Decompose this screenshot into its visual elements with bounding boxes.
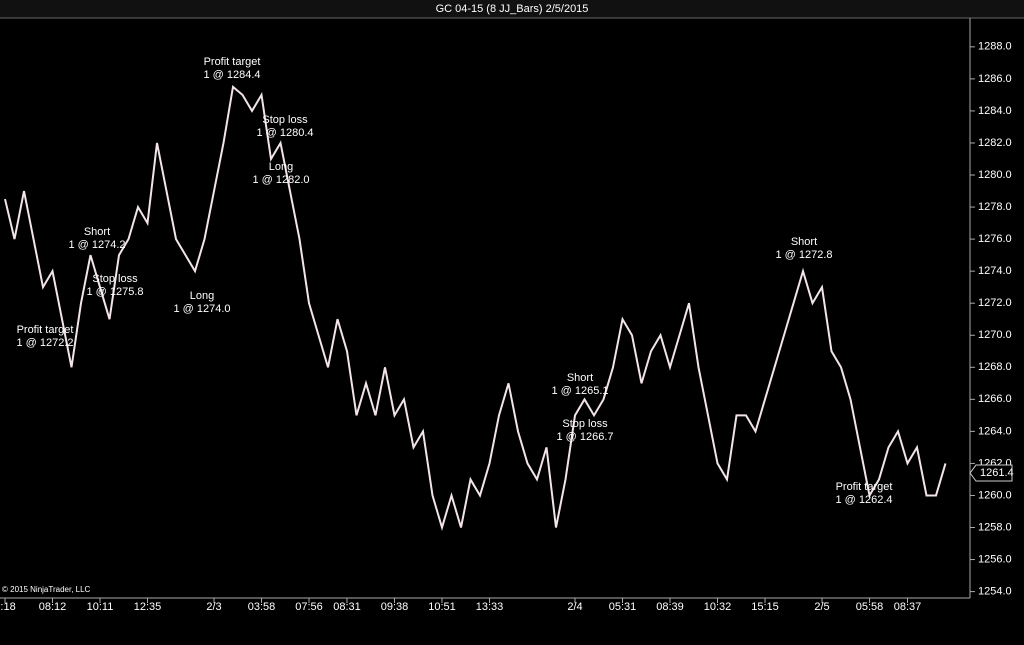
x-tick-label: 08:39 (656, 601, 684, 613)
trade-annotation: 1 @ 1272.2 (16, 337, 73, 349)
y-tick-label: 1268.0 (978, 361, 1012, 373)
trade-annotation: Stop loss (562, 418, 608, 430)
price-line (4, 85, 947, 532)
trade-annotation: 1 @ 1274.2 (68, 239, 125, 251)
x-tick-label: 10:11 (87, 601, 114, 613)
chart-title: GC 04-15 (8 JJ_Bars) 2/5/2015 (436, 3, 589, 15)
trade-annotation: Short (84, 226, 110, 238)
y-tick-label: 1254.0 (978, 585, 1012, 597)
trade-annotation: 1 @ 1275.8 (86, 286, 143, 298)
x-tick-label: 2/5 (814, 601, 829, 613)
trade-annotation: 1 @ 1282.0 (252, 174, 309, 186)
trade-annotation: 1 @ 1272.8 (775, 249, 832, 261)
x-tick-label: 13:33 (476, 601, 504, 613)
y-tick-label: 1288.0 (978, 41, 1012, 53)
y-tick-label: 1280.0 (978, 169, 1012, 181)
y-tick-label: 1282.0 (978, 137, 1012, 149)
x-tick-label: 05:58 (856, 601, 884, 613)
trade-annotation: 1 @ 1274.0 (173, 303, 230, 315)
x-tick-label: 10:32 (704, 601, 732, 613)
x-tick-label: 09:38 (381, 601, 409, 613)
y-tick-label: 1272.0 (978, 297, 1012, 309)
x-tick-label: 08:12 (39, 601, 67, 613)
x-tick-label: 12:35 (134, 601, 162, 613)
trade-annotation: 1 @ 1266.7 (556, 431, 613, 443)
trade-annotation: Profit target (17, 324, 74, 336)
trade-annotation: Long (190, 290, 214, 302)
y-tick-label: 1260.0 (978, 489, 1012, 501)
x-tick-label: 15:15 (751, 601, 779, 613)
trade-annotation: Stop loss (92, 273, 138, 285)
x-tick-label: 3:18 (0, 601, 16, 613)
y-tick-label: 1264.0 (978, 425, 1012, 437)
trade-annotation: Profit target (204, 56, 261, 68)
y-tick-label: 1266.0 (978, 393, 1012, 405)
trade-annotation: 1 @ 1262.4 (835, 494, 892, 506)
x-tick-label: 10:51 (428, 601, 456, 613)
x-tick-label: 08:31 (333, 601, 361, 613)
x-tick-label: 05:31 (609, 601, 637, 613)
x-tick-label: 2/4 (567, 601, 582, 613)
y-tick-label: 1278.0 (978, 201, 1012, 213)
trade-annotation: Short (791, 236, 817, 248)
y-tick-label: 1286.0 (978, 73, 1012, 85)
x-tick-label: 08:37 (894, 601, 922, 613)
trade-annotation: Profit target (836, 481, 893, 493)
title-bar (0, 0, 1024, 18)
y-tick-label: 1284.0 (978, 105, 1012, 117)
trade-annotation: 1 @ 1284.4 (203, 69, 260, 81)
y-tick-label: 1274.0 (978, 265, 1012, 277)
trade-annotation: Stop loss (262, 114, 308, 126)
y-tick-label: 1270.0 (978, 329, 1012, 341)
y-tick-label: 1256.0 (978, 553, 1012, 565)
trade-annotation: 1 @ 1265.1 (551, 385, 608, 397)
last-price-box (969, 464, 1013, 482)
x-tick-label: 07:56 (295, 601, 323, 613)
trade-annotation: Short (567, 372, 593, 384)
trade-annotation: 1 @ 1280.4 (256, 127, 313, 139)
last-price-label: 1261.4 (980, 467, 1014, 479)
x-tick-label: 03:58 (248, 601, 276, 613)
copyright: © 2015 NinjaTrader, LLC (2, 585, 91, 594)
x-tick-label: 2/3 (206, 601, 221, 613)
trade-annotation: Long (269, 161, 293, 173)
y-tick-label: 1258.0 (978, 521, 1012, 533)
y-tick-label: 1276.0 (978, 233, 1012, 245)
